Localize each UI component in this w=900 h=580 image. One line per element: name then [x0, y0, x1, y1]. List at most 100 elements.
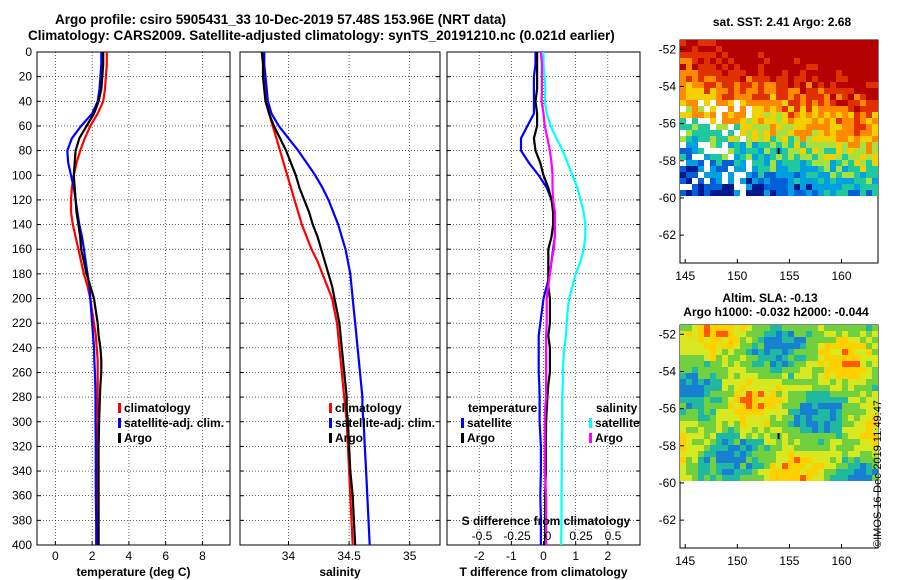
map-cell	[740, 469, 746, 475]
map-cell	[686, 118, 692, 124]
map-cell	[788, 379, 794, 385]
map-cell	[782, 160, 788, 166]
legend-label: Argo	[124, 431, 152, 445]
map-cell	[788, 415, 794, 421]
depth-tick-label: 140	[12, 218, 32, 232]
map-cell	[800, 142, 806, 148]
map-cell	[866, 469, 872, 475]
map-cell	[686, 385, 692, 391]
map-cell	[728, 379, 734, 385]
map-cell	[812, 415, 818, 421]
map-cell	[716, 331, 722, 337]
map-cell	[734, 40, 740, 46]
map-cell	[866, 94, 872, 100]
map-cell	[782, 403, 788, 409]
map-cell	[842, 154, 848, 160]
map-cell	[776, 82, 782, 88]
map-cell	[806, 469, 812, 475]
map-cell	[848, 379, 854, 385]
map-cell	[776, 58, 782, 64]
map-cell	[818, 178, 824, 184]
map-cell	[734, 70, 740, 76]
map-cell	[716, 409, 722, 415]
map-cell	[722, 148, 728, 154]
map-cell	[710, 379, 716, 385]
map-cell	[770, 52, 776, 58]
map-cell	[710, 355, 716, 361]
map-cell	[692, 70, 698, 76]
map-cell	[788, 373, 794, 379]
map-cell	[728, 52, 734, 58]
map-cell	[728, 178, 734, 184]
map-cell	[710, 178, 716, 184]
map-cell	[704, 184, 710, 190]
map-cell	[794, 82, 800, 88]
map-cell	[812, 184, 818, 190]
map-cell	[776, 355, 782, 361]
map-cell	[686, 166, 692, 172]
map-cell	[716, 178, 722, 184]
map-cell	[806, 415, 812, 421]
map-cell	[752, 148, 758, 154]
map-cell	[788, 445, 794, 451]
map-cell	[794, 46, 800, 52]
map-cell	[830, 124, 836, 130]
map-cell	[812, 172, 818, 178]
map-cell	[734, 94, 740, 100]
map-cell	[788, 40, 794, 46]
map-cell	[824, 361, 830, 367]
map-cell	[698, 397, 704, 403]
map-cell	[728, 325, 734, 331]
map-cell	[800, 325, 806, 331]
map-cell	[872, 142, 878, 148]
map-cell	[848, 385, 854, 391]
map-cell	[830, 355, 836, 361]
map-cell	[692, 118, 698, 124]
map-cell	[764, 76, 770, 82]
map-cell	[866, 190, 872, 196]
map-cell	[836, 136, 842, 142]
map-cell	[800, 52, 806, 58]
map-cell	[788, 106, 794, 112]
map-cell	[734, 106, 740, 112]
map-cell	[836, 142, 842, 148]
map-cell	[776, 166, 782, 172]
map-cell	[866, 82, 872, 88]
map-cell	[770, 136, 776, 142]
map-cell	[758, 172, 764, 178]
map-cell	[824, 373, 830, 379]
map-cell	[800, 58, 806, 64]
depth-tick-label: 100	[12, 168, 32, 182]
map-cell	[812, 46, 818, 52]
map-cell	[686, 427, 692, 433]
map-cell	[704, 469, 710, 475]
map-cell	[710, 475, 716, 481]
map-cell	[806, 367, 812, 373]
map-cell	[740, 343, 746, 349]
map-cell	[728, 142, 734, 148]
map-cell	[866, 148, 872, 154]
map-cell	[836, 94, 842, 100]
map-lat-label: -54	[659, 79, 677, 93]
map-cell	[740, 361, 746, 367]
map-cell	[776, 475, 782, 481]
map-cell	[818, 130, 824, 136]
map-cell	[758, 106, 764, 112]
map-lon-label: 150	[727, 554, 747, 568]
map-cell	[800, 409, 806, 415]
map-cell	[794, 385, 800, 391]
map-cell	[680, 475, 686, 481]
map-cell	[800, 160, 806, 166]
map-cell	[740, 106, 746, 112]
map-cell	[842, 355, 848, 361]
map-cell	[872, 331, 878, 337]
map-cell	[704, 433, 710, 439]
depth-tick-label: 160	[12, 242, 32, 256]
map-cell	[848, 421, 854, 427]
map-cell	[740, 391, 746, 397]
map-cell	[734, 82, 740, 88]
map-cell	[812, 355, 818, 361]
map-cell	[866, 100, 872, 106]
map-cell	[830, 325, 836, 331]
map-cell	[722, 100, 728, 106]
